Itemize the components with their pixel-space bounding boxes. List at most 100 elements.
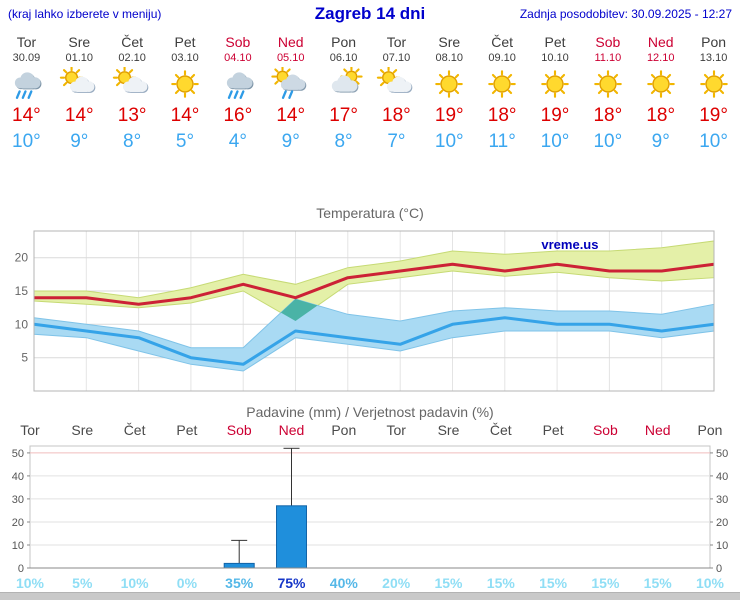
precip-y-tick-left: 20 [12, 517, 24, 529]
precip-probability: 10% [696, 575, 725, 591]
day-name: Pon [701, 34, 727, 50]
precip-day-label: Sre [71, 422, 93, 438]
precip-y-tick-right: 10 [716, 540, 728, 552]
day-date: 09.10 [488, 52, 516, 64]
day-date: 12.10 [646, 52, 675, 64]
band-overlap [280, 299, 318, 321]
precip-day-label: Čet [124, 422, 146, 438]
day-name: Čet [121, 34, 144, 50]
watermark-link[interactable]: vreme.us [541, 237, 598, 252]
day-name: Pet [544, 34, 566, 50]
day-column-13.10[interactable]: Pon 13.10 19° 10° [687, 34, 740, 155]
temp-min: 11° [488, 131, 516, 152]
precip-day-label: Pon [698, 422, 723, 438]
precip-y-tick-left: 10 [12, 540, 24, 552]
temp-max: 19° [540, 105, 570, 126]
footer-bar [0, 592, 740, 600]
temp-max: 18° [487, 105, 517, 126]
temp-min: 10° [593, 131, 623, 152]
day-name: Sob [225, 34, 251, 50]
precip-y-tick-left: 0 [18, 563, 24, 575]
precip-probability: 15% [644, 575, 673, 591]
temp-chart-title: Temperatura (°C) [316, 205, 424, 221]
temp-min: 9° [281, 131, 300, 152]
temp-min: 8° [123, 131, 142, 152]
day-column-09.10[interactable]: Čet 09.10 18° 11° [476, 34, 529, 155]
precip-bar [223, 562, 255, 569]
sun-icon [423, 65, 476, 103]
temp-max: 18° [593, 105, 623, 126]
precip-day-label: Tor [386, 422, 406, 438]
day-name: Pet [174, 34, 196, 50]
day-date: 30.09 [12, 52, 41, 64]
tmin-line [33, 316, 715, 366]
precip-probability: 15% [539, 575, 568, 591]
precip-probability: 35% [225, 575, 254, 591]
day-date: 07.10 [382, 52, 411, 64]
day-name: Sob [595, 34, 621, 50]
day-column-11.10[interactable]: Sob 11.10 18° 10° [581, 34, 634, 155]
day-column-03.10[interactable]: Pet 03.10 14° 5° [159, 34, 212, 155]
day-column-07.10[interactable]: Tor 07.10 18° 7° [370, 34, 423, 155]
cloud-rain-icon [211, 65, 264, 103]
last-updated-text: Zadnja posodobitev: 30.09.2025 - 12:27 [519, 7, 732, 21]
day-name: Ned [647, 34, 674, 50]
precip-chart-title: Padavine (mm) / Verjetnost padavin (%) [246, 404, 494, 420]
temp-max: 14° [170, 105, 200, 126]
day-column-02.10[interactable]: Čet 02.10 13° 8° [106, 34, 159, 155]
sun-icon [476, 65, 529, 103]
day-name: Čet [491, 34, 514, 50]
temp-max: 19° [434, 105, 464, 126]
menu-hint-text: (kraj lahko izberete v meniju) [8, 7, 162, 21]
cloud-sun-icon [317, 65, 370, 103]
precip-y-tick-left: 40 [12, 471, 24, 483]
day-date: 11.10 [594, 52, 622, 64]
day-date: 10.10 [541, 52, 569, 64]
day-date: 05.10 [276, 52, 305, 64]
precip-day-label: Pet [176, 422, 197, 438]
day-column-04.10[interactable]: Sob 04.10 16° 4° [211, 34, 264, 155]
page-header: (kraj lahko izberete v meniju) Zagreb 14… [0, 0, 740, 30]
day-name: Sre [438, 34, 461, 50]
precip-probability: 75% [277, 575, 306, 591]
day-column-10.10[interactable]: Pet 10.10 19° 10° [529, 34, 582, 155]
precip-day-label: Sob [227, 422, 252, 438]
precip-day-label: Ned [279, 422, 305, 438]
temp-min: 7° [387, 131, 406, 152]
day-column-01.10[interactable]: Sre 01.10 14° 9° [53, 34, 106, 155]
sun-cloud-icon [53, 65, 106, 103]
day-name: Tor [16, 34, 37, 50]
day-date: 13.10 [699, 52, 728, 64]
precip-y-tick-right: 20 [716, 517, 728, 529]
precip-y-tick-right: 50 [716, 448, 728, 460]
precip-probability: 15% [434, 575, 463, 591]
day-date: 02.10 [118, 52, 146, 64]
temp-min: 5° [175, 131, 195, 152]
day-column-05.10[interactable]: Ned 05.10 14° 9° [264, 34, 317, 155]
precip-day-label: Sre [438, 422, 460, 438]
temp-max: 14° [12, 105, 41, 126]
day-name: Sre [68, 34, 91, 50]
temp-max: 18° [382, 105, 411, 126]
temp-min: 10° [434, 131, 464, 152]
precip-day-label: Pet [543, 422, 564, 438]
day-date: 06.10 [329, 52, 358, 64]
day-column-08.10[interactable]: Sre 08.10 19° 10° [423, 34, 476, 155]
precip-day-label: Tor [20, 422, 40, 438]
tmax-line [34, 262, 715, 306]
precip-probability: 0% [177, 575, 198, 591]
day-column-12.10[interactable]: Ned 12.10 18° 9° [634, 34, 687, 155]
temp-max: 14° [64, 105, 94, 126]
day-column-30.09[interactable]: Tor 30.09 14° 10° [0, 34, 53, 155]
temp-y-tick: 15 [15, 284, 29, 298]
sun-icon [529, 65, 582, 103]
temp-max: 18° [646, 105, 676, 126]
day-name: Pon [331, 34, 357, 50]
precip-day-label: Pon [331, 422, 356, 438]
forecast-strip: Tor 30.09 14° 10° Sre 01.10 14° 9° Čet 02.10 13° 8°… [0, 34, 740, 155]
day-column-06.10[interactable]: Pon 06.10 17° 8° [317, 34, 370, 155]
day-date: 01.10 [65, 52, 94, 64]
day-name: Ned [277, 34, 304, 50]
precip-probability: 10% [16, 575, 45, 591]
temp-min: 10° [540, 131, 570, 152]
